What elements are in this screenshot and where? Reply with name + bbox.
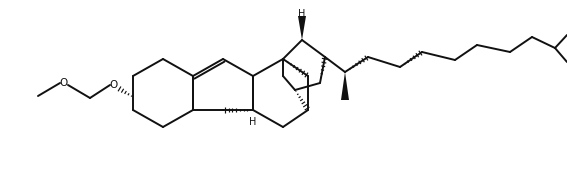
Polygon shape: [298, 16, 306, 40]
Text: O: O: [60, 78, 68, 88]
Text: H: H: [249, 117, 257, 127]
Polygon shape: [341, 72, 349, 100]
Text: O: O: [110, 80, 118, 90]
Text: H: H: [298, 9, 306, 19]
